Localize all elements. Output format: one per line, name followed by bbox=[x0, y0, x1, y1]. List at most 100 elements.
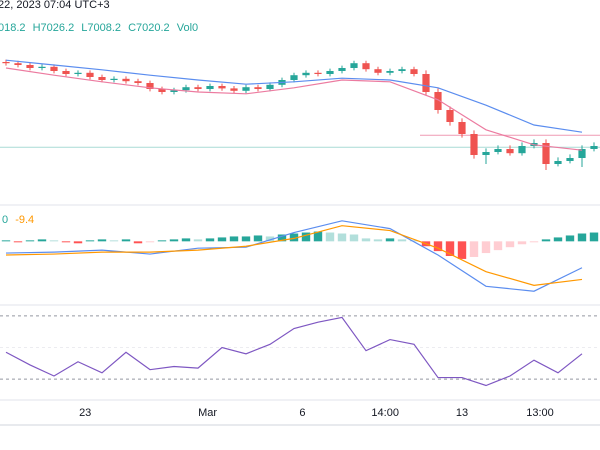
macd-bar bbox=[253, 235, 263, 242]
candle-body bbox=[446, 110, 454, 122]
macd-bar bbox=[337, 233, 347, 242]
macd-legend-value: -9.4 bbox=[15, 214, 34, 226]
candle-body bbox=[266, 84, 274, 89]
candle-body bbox=[566, 158, 574, 161]
macd-bar bbox=[73, 241, 83, 244]
candle-body bbox=[170, 90, 178, 92]
macd-legend-value: 0 bbox=[2, 214, 8, 226]
candle-body bbox=[350, 63, 358, 68]
macd-bar bbox=[541, 239, 551, 242]
candle-body bbox=[506, 149, 514, 154]
macd-bar bbox=[181, 238, 191, 242]
macd-legend: 0 -9.4 bbox=[2, 214, 34, 226]
macd-bar bbox=[109, 240, 119, 242]
macd-bar bbox=[457, 241, 467, 259]
candle-body bbox=[398, 69, 406, 71]
macd-bar bbox=[265, 236, 275, 242]
candle-body bbox=[362, 63, 370, 70]
candle-body bbox=[74, 72, 82, 74]
macd-bar bbox=[361, 238, 371, 242]
macd-bar bbox=[289, 233, 299, 242]
candle-body bbox=[158, 89, 166, 92]
candle-body bbox=[146, 83, 154, 89]
macd-bar bbox=[85, 240, 95, 242]
candle-body bbox=[2, 62, 10, 64]
macd-bar bbox=[1, 240, 11, 242]
candle-body bbox=[410, 69, 418, 74]
macd-bar bbox=[565, 235, 575, 242]
candle-body bbox=[62, 71, 70, 74]
candle-body bbox=[302, 72, 310, 76]
candle-body bbox=[458, 122, 466, 134]
candle-body bbox=[86, 72, 94, 77]
indicator-line bbox=[5, 225, 583, 286]
candle-body bbox=[38, 66, 46, 68]
macd-bar bbox=[13, 241, 23, 243]
macd-bar bbox=[97, 239, 107, 242]
macd-bar bbox=[205, 238, 215, 242]
macd-bar bbox=[481, 241, 491, 254]
macd-bar bbox=[37, 239, 47, 242]
macd-bar bbox=[229, 236, 239, 242]
macd-bar bbox=[469, 241, 479, 257]
macd-bar bbox=[517, 241, 527, 245]
ohlc-value: L7008.2 bbox=[81, 22, 121, 34]
candle-body bbox=[14, 63, 22, 65]
candle-body bbox=[98, 77, 106, 80]
candle-body bbox=[134, 81, 142, 83]
candle-body bbox=[554, 161, 562, 164]
x-tick-label: 14:00 bbox=[371, 407, 399, 419]
macd-bar bbox=[409, 240, 419, 242]
candle-body bbox=[374, 69, 382, 73]
macd-bar bbox=[385, 238, 395, 242]
indicator-line bbox=[5, 220, 583, 292]
candle-body bbox=[326, 71, 334, 74]
macd-bar bbox=[61, 241, 71, 243]
ohlc-value: Vol0 bbox=[177, 22, 198, 34]
candle-body bbox=[314, 72, 322, 74]
indicator-line bbox=[5, 67, 583, 151]
x-tick-label: 13:00 bbox=[526, 407, 554, 419]
macd-bar bbox=[397, 239, 407, 242]
candle-body bbox=[338, 68, 346, 71]
candle-body bbox=[122, 78, 130, 82]
macd-bar bbox=[301, 232, 311, 242]
candle-body bbox=[482, 152, 490, 155]
candle-body bbox=[50, 66, 58, 71]
macd-bar bbox=[373, 239, 383, 242]
candle-body bbox=[206, 86, 214, 89]
x-tick-label: Mar bbox=[198, 407, 217, 419]
candle-body bbox=[110, 78, 118, 80]
macd-bar bbox=[157, 240, 167, 242]
macd-bar bbox=[433, 241, 443, 252]
macd-bar bbox=[169, 239, 179, 242]
macd-bar bbox=[145, 241, 155, 243]
candle-body bbox=[422, 74, 430, 92]
x-tick-label: 6 bbox=[299, 407, 305, 419]
candle-body bbox=[290, 75, 298, 80]
ohlc-value: 018.2 bbox=[0, 22, 26, 34]
candle-body bbox=[518, 146, 526, 154]
indicator-line bbox=[5, 59, 583, 133]
candle-body bbox=[194, 87, 202, 89]
macd-bar bbox=[553, 237, 563, 242]
macd-bar bbox=[349, 234, 359, 242]
candle-body bbox=[434, 92, 442, 110]
macd-bar bbox=[325, 232, 335, 242]
macd-bar bbox=[313, 231, 323, 242]
candle-body bbox=[494, 149, 502, 152]
macd-bar bbox=[217, 237, 227, 242]
candle-body bbox=[578, 149, 586, 158]
macd-bar bbox=[277, 234, 287, 242]
candle-body bbox=[230, 88, 238, 91]
macd-bar bbox=[577, 233, 587, 242]
candle-body bbox=[542, 143, 550, 164]
candle-body bbox=[590, 146, 598, 149]
candle-body bbox=[26, 65, 34, 68]
macd-bar bbox=[589, 232, 599, 242]
x-tick-label: 23 bbox=[79, 407, 91, 419]
macd-bar bbox=[505, 241, 515, 248]
macd-bar bbox=[133, 241, 143, 244]
